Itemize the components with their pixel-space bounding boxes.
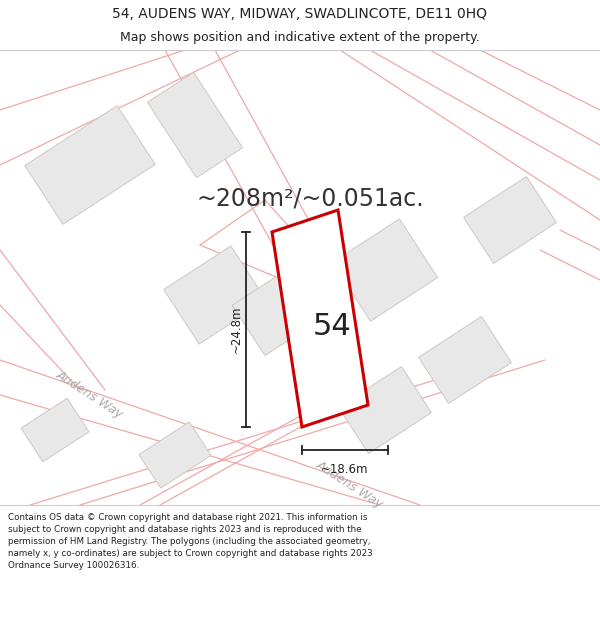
- Text: 54: 54: [313, 312, 352, 341]
- Polygon shape: [148, 72, 242, 178]
- Text: ~24.8m: ~24.8m: [229, 306, 242, 353]
- Polygon shape: [139, 422, 211, 488]
- Text: ~18.6m: ~18.6m: [321, 463, 369, 476]
- Polygon shape: [338, 366, 431, 454]
- Text: Audens Way: Audens Way: [54, 369, 126, 421]
- Text: 54, AUDENS WAY, MIDWAY, SWADLINCOTE, DE11 0HQ: 54, AUDENS WAY, MIDWAY, SWADLINCOTE, DE1…: [113, 7, 487, 21]
- Text: Contains OS data © Crown copyright and database right 2021. This information is
: Contains OS data © Crown copyright and d…: [8, 513, 373, 569]
- Polygon shape: [25, 106, 155, 224]
- Polygon shape: [21, 398, 89, 462]
- Polygon shape: [464, 176, 556, 264]
- Polygon shape: [419, 316, 511, 404]
- Polygon shape: [272, 210, 368, 427]
- Polygon shape: [332, 219, 437, 321]
- Polygon shape: [232, 264, 328, 356]
- Text: Map shows position and indicative extent of the property.: Map shows position and indicative extent…: [120, 31, 480, 44]
- Text: Audens Way: Audens Way: [314, 459, 386, 511]
- Text: ~208m²/~0.051ac.: ~208m²/~0.051ac.: [196, 186, 424, 210]
- Polygon shape: [164, 246, 266, 344]
